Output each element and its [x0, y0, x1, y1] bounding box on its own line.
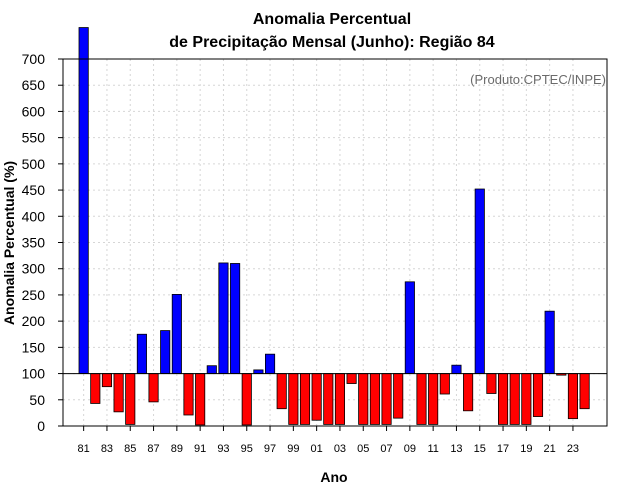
bar-86 [136, 333, 147, 374]
x-tick-label: 97 [264, 443, 276, 455]
y-tick-label: 600 [22, 103, 46, 119]
y-axis-ticks: 0 50 100 150 200 250 300 350 400 450 500 550 600 650 7… [22, 51, 63, 434]
bar-08 [393, 373, 404, 419]
x-tick-label: 85 [124, 443, 136, 455]
x-tick-label: 09 [404, 443, 416, 455]
bar-06 [369, 373, 380, 425]
x-axis-title: Ano [320, 469, 347, 485]
y-axis-title: Anomalia Percentual (%) [1, 161, 17, 325]
bar-93 [218, 262, 229, 374]
chart-title-line2: de Precipitação Mensal (Junho): Região 8… [169, 34, 495, 51]
x-tick-label: 99 [287, 443, 299, 455]
bar-85 [125, 373, 136, 425]
y-tick-label: 200 [22, 313, 46, 329]
bar-12 [439, 373, 450, 395]
x-axis-ticks: 81 83 85 87 89 91 93 95 97 99 01 03 05 07 09 11 13 15 17 19… [78, 426, 579, 455]
bar-83 [101, 373, 113, 388]
y-tick-label: 500 [22, 156, 46, 172]
bar-17 [497, 373, 509, 425]
x-tick-label: 91 [194, 443, 206, 455]
x-tick-label: 95 [241, 443, 253, 455]
bar-91 [195, 373, 206, 426]
bar-89 [171, 294, 182, 374]
x-tick-label: 89 [171, 443, 183, 455]
chart-title-line1: Anomalia Percentual [253, 11, 411, 28]
x-tick-label: 15 [474, 443, 486, 455]
x-tick-label: 01 [311, 443, 323, 455]
y-tick-label: 550 [22, 130, 46, 146]
y-tick-label: 300 [22, 261, 46, 277]
bar-95 [241, 373, 252, 426]
bar-88 [160, 330, 171, 374]
bar-84 [113, 373, 124, 413]
y-tick-label: 250 [22, 287, 46, 303]
bar-99 [288, 373, 299, 425]
bar-14 [463, 373, 474, 412]
bar-18 [509, 373, 520, 425]
y-tick-label: 700 [22, 51, 46, 67]
bar-97 [264, 353, 276, 374]
x-tick-label: 21 [544, 443, 556, 455]
bar-90 [183, 373, 194, 416]
x-tick-label: 19 [520, 443, 532, 455]
bar-13 [451, 364, 462, 374]
y-tick-label: 150 [22, 339, 46, 355]
x-tick-label: 05 [357, 443, 369, 455]
y-tick-label: 350 [22, 235, 46, 251]
bar-10 [416, 373, 427, 425]
y-tick-label: 400 [22, 208, 46, 224]
x-tick-label: 07 [380, 443, 392, 455]
bar-19 [521, 373, 532, 425]
bar-05 [358, 373, 369, 425]
y-tick-label: 50 [29, 392, 45, 408]
bar-04 [346, 373, 357, 384]
bar-09 [404, 281, 415, 374]
x-tick-label: 87 [147, 443, 159, 455]
bar-00 [299, 373, 311, 425]
bar-82 [90, 373, 101, 404]
x-tick-label: 11 [427, 443, 438, 455]
bar-02 [323, 373, 334, 425]
bar-03 [334, 373, 345, 425]
x-tick-label: 83 [101, 443, 113, 455]
bar-07 [381, 373, 392, 425]
bar-96 [253, 369, 264, 374]
x-tick-label: 17 [497, 443, 509, 455]
bar-24 [579, 373, 590, 410]
bar-94 [230, 263, 241, 374]
y-tick-label: 100 [22, 366, 46, 382]
bar-21 [544, 310, 555, 374]
bar-92 [206, 365, 217, 374]
x-tick-label: 13 [450, 443, 462, 455]
bar-01 [311, 373, 322, 421]
bar-16 [486, 373, 497, 394]
bar-87 [148, 373, 159, 403]
x-tick-label: 03 [334, 443, 346, 455]
y-tick-label: 0 [37, 418, 45, 434]
bar-11 [428, 373, 439, 425]
bar-15 [474, 188, 485, 374]
bar-23 [567, 373, 578, 420]
x-tick-label: 23 [567, 443, 579, 455]
bar-98 [276, 373, 287, 410]
x-tick-label: 93 [217, 443, 229, 455]
x-tick-label: 81 [78, 443, 90, 455]
y-tick-label: 650 [22, 77, 46, 93]
y-tick-label: 450 [22, 182, 46, 198]
credit-label: (Produto:CPTEC/INPE) [470, 72, 606, 87]
bars [78, 27, 590, 426]
bar-81 [78, 27, 89, 374]
bar-20 [532, 373, 544, 417]
